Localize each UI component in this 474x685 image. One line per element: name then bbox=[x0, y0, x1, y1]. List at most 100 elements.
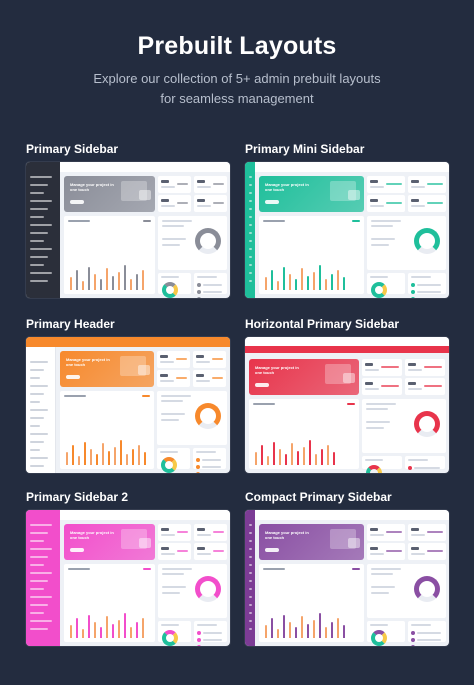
banner-illustration-chart bbox=[348, 538, 360, 548]
stat-sparkline bbox=[427, 202, 443, 204]
welcome-banner-text: Manage your project in one touch bbox=[265, 182, 309, 192]
chart-bar bbox=[126, 454, 128, 465]
profile-progress-card bbox=[367, 564, 446, 618]
card-title-line bbox=[408, 459, 428, 461]
stat-card bbox=[158, 176, 191, 193]
layout-preview-screenshot[interactable]: Manage your project in one touch bbox=[26, 162, 230, 298]
project-text-line bbox=[417, 632, 441, 634]
profile-progress-card bbox=[157, 391, 227, 445]
layout-preview-screenshot[interactable]: Manage your project in one touch bbox=[26, 510, 230, 646]
chart-bar bbox=[255, 452, 257, 465]
project-text-line bbox=[417, 291, 441, 293]
sidebar-link bbox=[30, 240, 44, 242]
stat-sparkline bbox=[212, 377, 223, 379]
chart-title bbox=[263, 568, 285, 570]
stat-sparkline bbox=[212, 358, 223, 360]
chart-bar bbox=[88, 614, 90, 638]
card-text-line bbox=[366, 427, 384, 429]
card-title-line bbox=[411, 624, 431, 626]
chart-tab bbox=[143, 220, 151, 222]
chart-bar bbox=[124, 612, 126, 638]
sidebar-link bbox=[30, 449, 40, 451]
card-title-line bbox=[370, 624, 388, 626]
stat-sparkline bbox=[424, 366, 442, 368]
stat-value bbox=[370, 547, 378, 550]
subtitle-line-1: Explore our collection of 5+ admin prebu… bbox=[93, 71, 381, 86]
card-title-line bbox=[162, 220, 192, 222]
profile-progress-card bbox=[362, 399, 446, 453]
stat-card bbox=[362, 378, 402, 395]
stat-label bbox=[370, 186, 384, 188]
chart-bar bbox=[303, 447, 305, 465]
chart-bar bbox=[100, 627, 102, 638]
categories-donut bbox=[371, 630, 387, 646]
chart-tab bbox=[143, 568, 151, 570]
sidebar-link bbox=[30, 417, 44, 419]
card-text-line bbox=[162, 244, 180, 246]
card-text-line bbox=[161, 413, 185, 415]
project-text-line bbox=[203, 632, 222, 634]
stat-value bbox=[408, 382, 416, 385]
stat-label bbox=[411, 186, 425, 188]
banner-illustration-chart bbox=[343, 373, 355, 383]
project-avatar bbox=[196, 458, 200, 462]
progress-donut bbox=[414, 411, 440, 437]
stat-card bbox=[362, 359, 402, 376]
stat-sparkline bbox=[386, 550, 402, 552]
top-header-bar bbox=[255, 510, 449, 520]
stat-label bbox=[365, 388, 379, 390]
stat-label bbox=[160, 380, 174, 382]
stat-card bbox=[405, 359, 445, 376]
sidebar-link bbox=[249, 540, 252, 542]
profile-progress-card bbox=[158, 216, 227, 270]
page-title: Prebuilt Layouts bbox=[137, 32, 337, 60]
chart-bar bbox=[267, 456, 269, 465]
chart-bar bbox=[333, 451, 335, 465]
sidebar bbox=[245, 162, 255, 298]
stat-value bbox=[160, 374, 168, 377]
layout-card-primary-sidebar-2[interactable]: Primary Sidebar 2 Manage your project in… bbox=[26, 489, 230, 646]
upcoming-projects-card bbox=[408, 621, 446, 646]
layout-card-horizontal-primary-sidebar[interactable]: Horizontal Primary Sidebar Manage your p… bbox=[245, 316, 449, 473]
layout-card-primary-sidebar[interactable]: Primary Sidebar Manage your project in o… bbox=[26, 141, 230, 298]
stat-label bbox=[370, 534, 384, 536]
layout-preview-screenshot[interactable]: Manage your project in one touch bbox=[245, 337, 449, 473]
chart-bar bbox=[297, 450, 299, 465]
lead-categories-card bbox=[362, 456, 402, 473]
chart-title bbox=[253, 403, 275, 405]
chart-bar bbox=[331, 621, 333, 638]
project-statistics-chart bbox=[249, 399, 359, 469]
layout-preview-screenshot[interactable]: Manage your project in one touch bbox=[26, 337, 230, 473]
chart-bar bbox=[327, 445, 329, 465]
chart-bar bbox=[285, 454, 287, 465]
banner-illustration bbox=[330, 181, 356, 201]
sidebar-link bbox=[249, 572, 252, 574]
layout-card-primary-header[interactable]: Primary Header Manage your project in on… bbox=[26, 316, 230, 473]
layout-preview-screenshot[interactable]: Manage your project in one touch bbox=[245, 162, 449, 298]
sidebar-link bbox=[30, 465, 44, 467]
sidebar-link bbox=[249, 564, 252, 566]
stat-card bbox=[367, 195, 405, 212]
upcoming-projects-card bbox=[194, 273, 227, 298]
stat-value bbox=[411, 547, 419, 550]
layout-preview-screenshot[interactable]: Manage your project in one touch bbox=[245, 510, 449, 646]
card-title-line bbox=[161, 276, 179, 278]
categories-donut bbox=[162, 282, 178, 298]
layout-card-compact-primary-sidebar[interactable]: Compact Primary Sidebar Manage your proj… bbox=[245, 489, 449, 646]
stat-label bbox=[370, 553, 384, 555]
chart-bar bbox=[106, 616, 108, 638]
sidebar bbox=[26, 347, 56, 473]
chart-bar bbox=[319, 264, 321, 290]
welcome-banner-text: Manage your project in one touch bbox=[66, 357, 110, 367]
stat-sparkline bbox=[427, 183, 443, 185]
project-statistics-chart bbox=[259, 564, 364, 642]
stat-label bbox=[197, 205, 211, 207]
card-title-line bbox=[197, 276, 217, 278]
layout-card-primary-mini-sidebar[interactable]: Primary Mini Sidebar Manage your project… bbox=[245, 141, 449, 298]
horizontal-menu-bar bbox=[245, 346, 449, 353]
sidebar-link bbox=[30, 580, 48, 582]
layout-card-title: Primary Header bbox=[26, 317, 115, 331]
stat-card bbox=[158, 543, 191, 560]
card-title-line bbox=[370, 276, 388, 278]
card-title-line bbox=[161, 624, 179, 626]
